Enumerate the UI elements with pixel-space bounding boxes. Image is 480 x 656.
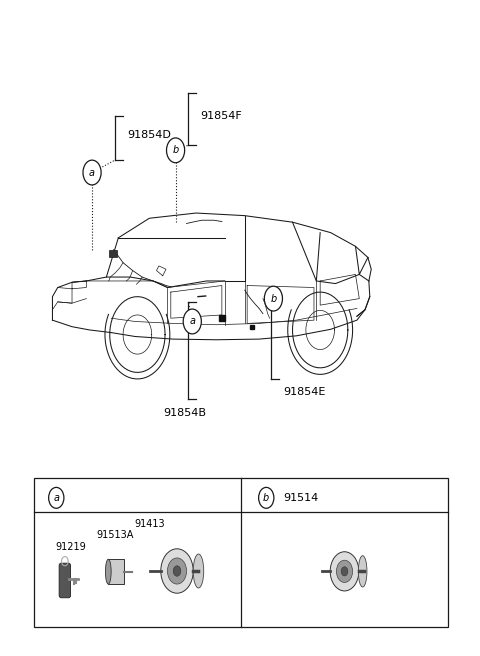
Text: a: a (89, 167, 95, 178)
Ellipse shape (359, 556, 367, 587)
Text: 91219: 91219 (55, 542, 86, 552)
Text: b: b (270, 294, 276, 304)
Ellipse shape (106, 560, 111, 584)
Text: 91413: 91413 (134, 519, 165, 529)
Text: 91513A: 91513A (96, 530, 133, 540)
Circle shape (83, 160, 101, 185)
Text: 91854D: 91854D (127, 130, 171, 140)
Text: a: a (189, 316, 195, 327)
Bar (34, 478, 448, 626)
Circle shape (183, 309, 201, 334)
Text: b: b (263, 493, 269, 503)
Circle shape (259, 487, 274, 508)
Text: 91854E: 91854E (283, 387, 325, 397)
Text: a: a (53, 493, 59, 503)
Bar (108, 560, 123, 584)
Text: 91854F: 91854F (200, 111, 241, 121)
FancyBboxPatch shape (59, 563, 71, 598)
Circle shape (167, 138, 185, 163)
Text: 91514: 91514 (283, 493, 318, 503)
Circle shape (48, 487, 64, 508)
Text: 91854B: 91854B (163, 408, 206, 419)
Ellipse shape (173, 565, 181, 576)
Bar (109, 250, 117, 257)
Ellipse shape (336, 560, 353, 583)
Ellipse shape (193, 554, 204, 588)
Circle shape (264, 286, 282, 311)
Text: b: b (172, 146, 179, 155)
Ellipse shape (330, 552, 359, 591)
Ellipse shape (341, 567, 348, 576)
Ellipse shape (161, 549, 193, 593)
Ellipse shape (168, 558, 187, 584)
